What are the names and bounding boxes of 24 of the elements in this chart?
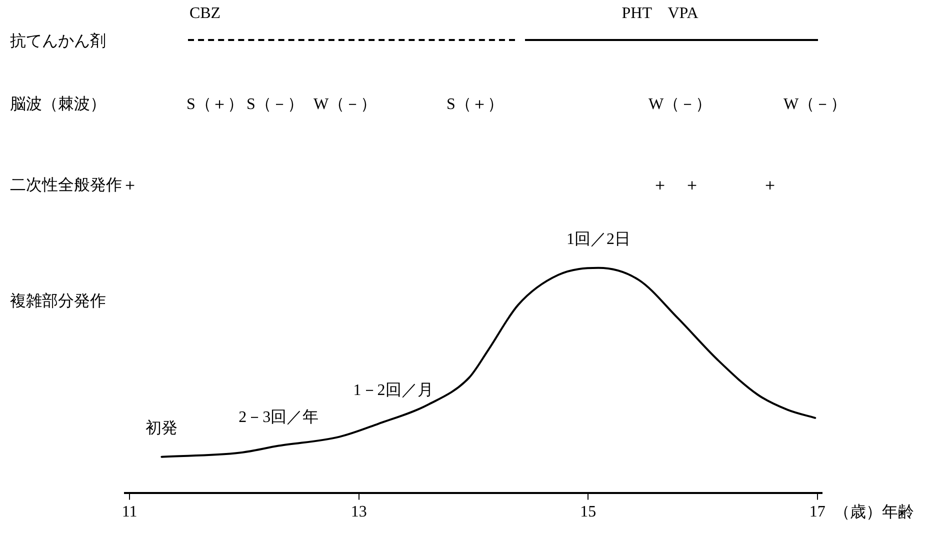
annotation: 2－3回／年 <box>238 409 319 426</box>
text: CBZ <box>189 5 221 22</box>
text: PHT VPA <box>622 5 699 22</box>
text: S（－） <box>246 96 304 114</box>
text: W（－） <box>783 96 847 114</box>
x-tick-label: 17 <box>809 504 826 521</box>
text: 脳波（棘波） <box>10 95 106 114</box>
text: S（＋） <box>186 96 244 114</box>
text: ＋ <box>762 177 778 194</box>
annotation: 1－2回／月 <box>353 382 434 399</box>
text: 抗てんかん剤 <box>10 32 106 50</box>
text: S（＋） <box>446 96 504 114</box>
text: W（－） <box>648 96 712 114</box>
x-tick-label: 15 <box>580 504 596 521</box>
annotation: 初発 <box>146 419 178 438</box>
text: 二次性全般発作＋ <box>10 177 138 194</box>
text: 複雑部分発作 <box>10 292 106 310</box>
text: ＋ <box>684 177 700 194</box>
x-axis-title: （歳）年齢 <box>834 503 914 522</box>
x-tick-label: 13 <box>350 504 367 521</box>
text: W（－） <box>313 96 377 114</box>
x-tick-label: 11 <box>122 504 138 521</box>
text: ＋ <box>652 177 668 194</box>
annotation: 1回／2日 <box>566 231 630 248</box>
